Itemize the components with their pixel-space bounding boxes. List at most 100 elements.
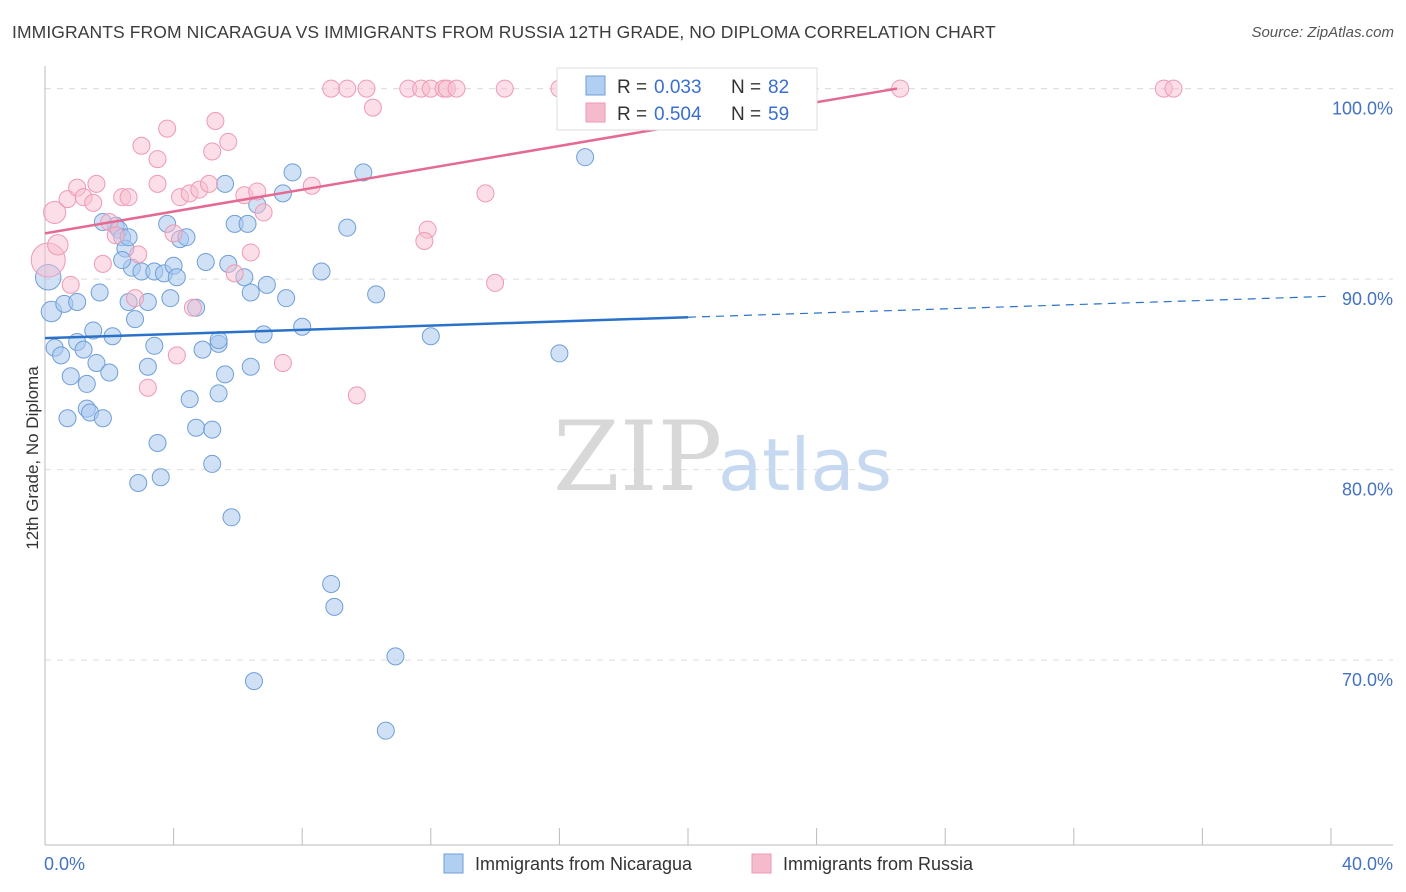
- russia-point: [129, 245, 148, 264]
- russia-point: [106, 226, 125, 245]
- russia-point: [476, 184, 495, 203]
- russia-point: [338, 79, 357, 98]
- bottom-legend-label-nicaragua: Immigrants from Nicaragua: [475, 854, 693, 874]
- nicaragua-point: [52, 346, 71, 365]
- russia-point: [84, 193, 103, 212]
- russia-points: [30, 79, 1183, 405]
- nicaragua-point: [216, 174, 235, 193]
- nicaragua-point: [138, 357, 157, 376]
- bottom-legend-swatch-russia: [751, 853, 772, 874]
- nicaragua-point: [74, 340, 93, 359]
- nicaragua-point: [167, 268, 186, 287]
- nicaragua-point: [367, 285, 386, 304]
- russia-point: [225, 264, 244, 283]
- nicaragua-point: [93, 409, 112, 428]
- russia-point: [486, 273, 505, 292]
- y-tick-label-100: 100.0%: [1332, 99, 1393, 119]
- russia-point: [347, 386, 366, 405]
- nicaragua-point: [58, 409, 77, 428]
- legend-swatch-nicaragua: [585, 75, 606, 96]
- nicaragua-point: [87, 353, 106, 372]
- correlation-legend: R = 0.033 N = 82 R = 0.504 N = 59: [556, 67, 818, 131]
- nicaragua-point: [376, 721, 395, 740]
- russia-point: [87, 174, 106, 193]
- russia-point: [203, 142, 222, 161]
- y-axis-label: 12th Grade, No Diploma: [23, 366, 42, 550]
- x-tick-labels: 0.0% 40.0%: [44, 854, 1393, 874]
- y-tick-label-70: 70.0%: [1342, 670, 1393, 690]
- nicaragua-point: [196, 252, 215, 271]
- russia-point: [219, 132, 238, 151]
- nicaragua-point: [148, 433, 167, 452]
- russia-point: [126, 289, 145, 308]
- nicaragua-point: [68, 292, 87, 311]
- nicaragua-point: [145, 336, 164, 355]
- russia-point: [273, 353, 292, 372]
- nicaragua-trend-extension: [687, 295, 1332, 318]
- russia-point: [167, 346, 186, 365]
- russia-point: [132, 136, 151, 155]
- russia-point: [138, 378, 157, 397]
- russia-point: [241, 243, 260, 262]
- source-credit: Source: ZipAtlas.com: [1251, 24, 1394, 41]
- nicaragua-point: [129, 473, 148, 492]
- russia-point: [93, 254, 112, 273]
- nicaragua-point: [576, 148, 595, 167]
- legend-r-value-nicaragua: 0.033: [654, 77, 702, 98]
- nicaragua-point: [338, 218, 357, 237]
- nicaragua-point: [241, 357, 260, 376]
- nicaragua-point: [61, 367, 80, 386]
- nicaragua-point: [77, 374, 96, 393]
- legend-n-value-nicaragua: 82: [768, 77, 789, 98]
- russia-point: [322, 79, 341, 98]
- nicaragua-point: [283, 163, 302, 182]
- nicaragua-point: [354, 163, 373, 182]
- nicaragua-point: [550, 344, 569, 363]
- nicaragua-point: [113, 251, 132, 270]
- nicaragua-point: [126, 310, 145, 329]
- russia-point: [47, 234, 69, 256]
- axes: [44, 66, 1393, 846]
- watermark: ZIP atlas: [553, 401, 892, 513]
- russia-point: [363, 98, 382, 117]
- legend-n-label: N =: [731, 77, 761, 98]
- nicaragua-point: [84, 321, 103, 340]
- nicaragua-point: [222, 508, 241, 527]
- x-tick-label-max: 40.0%: [1342, 854, 1393, 874]
- legend-r-value-russia: 0.504: [654, 104, 702, 125]
- y-tick-labels: 70.0% 80.0% 90.0% 100.0%: [1332, 99, 1393, 691]
- russia-point: [199, 174, 218, 193]
- nicaragua-point: [187, 418, 206, 437]
- watermark-zip: ZIP: [553, 401, 722, 513]
- nicaragua-point: [293, 317, 312, 336]
- nicaragua-point: [151, 468, 170, 487]
- russia-point: [415, 232, 434, 251]
- series-legend: Immigrants from Nicaragua Immigrants fro…: [443, 853, 974, 874]
- legend-r-label: R =: [617, 77, 647, 98]
- nicaragua-point: [216, 365, 235, 384]
- nicaragua-point: [209, 384, 228, 403]
- nicaragua-point: [312, 262, 331, 281]
- nicaragua-point: [100, 363, 119, 382]
- nicaragua-point: [161, 289, 180, 308]
- russia-point: [158, 119, 177, 138]
- nicaragua-point: [277, 289, 296, 308]
- legend-swatch-russia: [585, 102, 606, 123]
- x-tick-label-min: 0.0%: [44, 854, 85, 874]
- russia-point: [148, 150, 167, 169]
- russia-point: [164, 224, 183, 243]
- nicaragua-trend-line: [44, 315, 689, 340]
- russia-point: [254, 203, 273, 222]
- nicaragua-point: [209, 331, 228, 350]
- bottom-legend-label-russia: Immigrants from Russia: [783, 854, 974, 874]
- nicaragua-point: [254, 325, 273, 344]
- y-tick-label-80: 80.0%: [1342, 480, 1393, 500]
- nicaragua-point: [386, 647, 405, 666]
- nicaragua-point: [180, 390, 199, 409]
- russia-point: [148, 174, 167, 193]
- russia-point: [61, 275, 80, 294]
- nicaragua-point: [90, 283, 109, 302]
- nicaragua-point: [257, 275, 276, 294]
- y-tick-label-90: 90.0%: [1342, 289, 1393, 309]
